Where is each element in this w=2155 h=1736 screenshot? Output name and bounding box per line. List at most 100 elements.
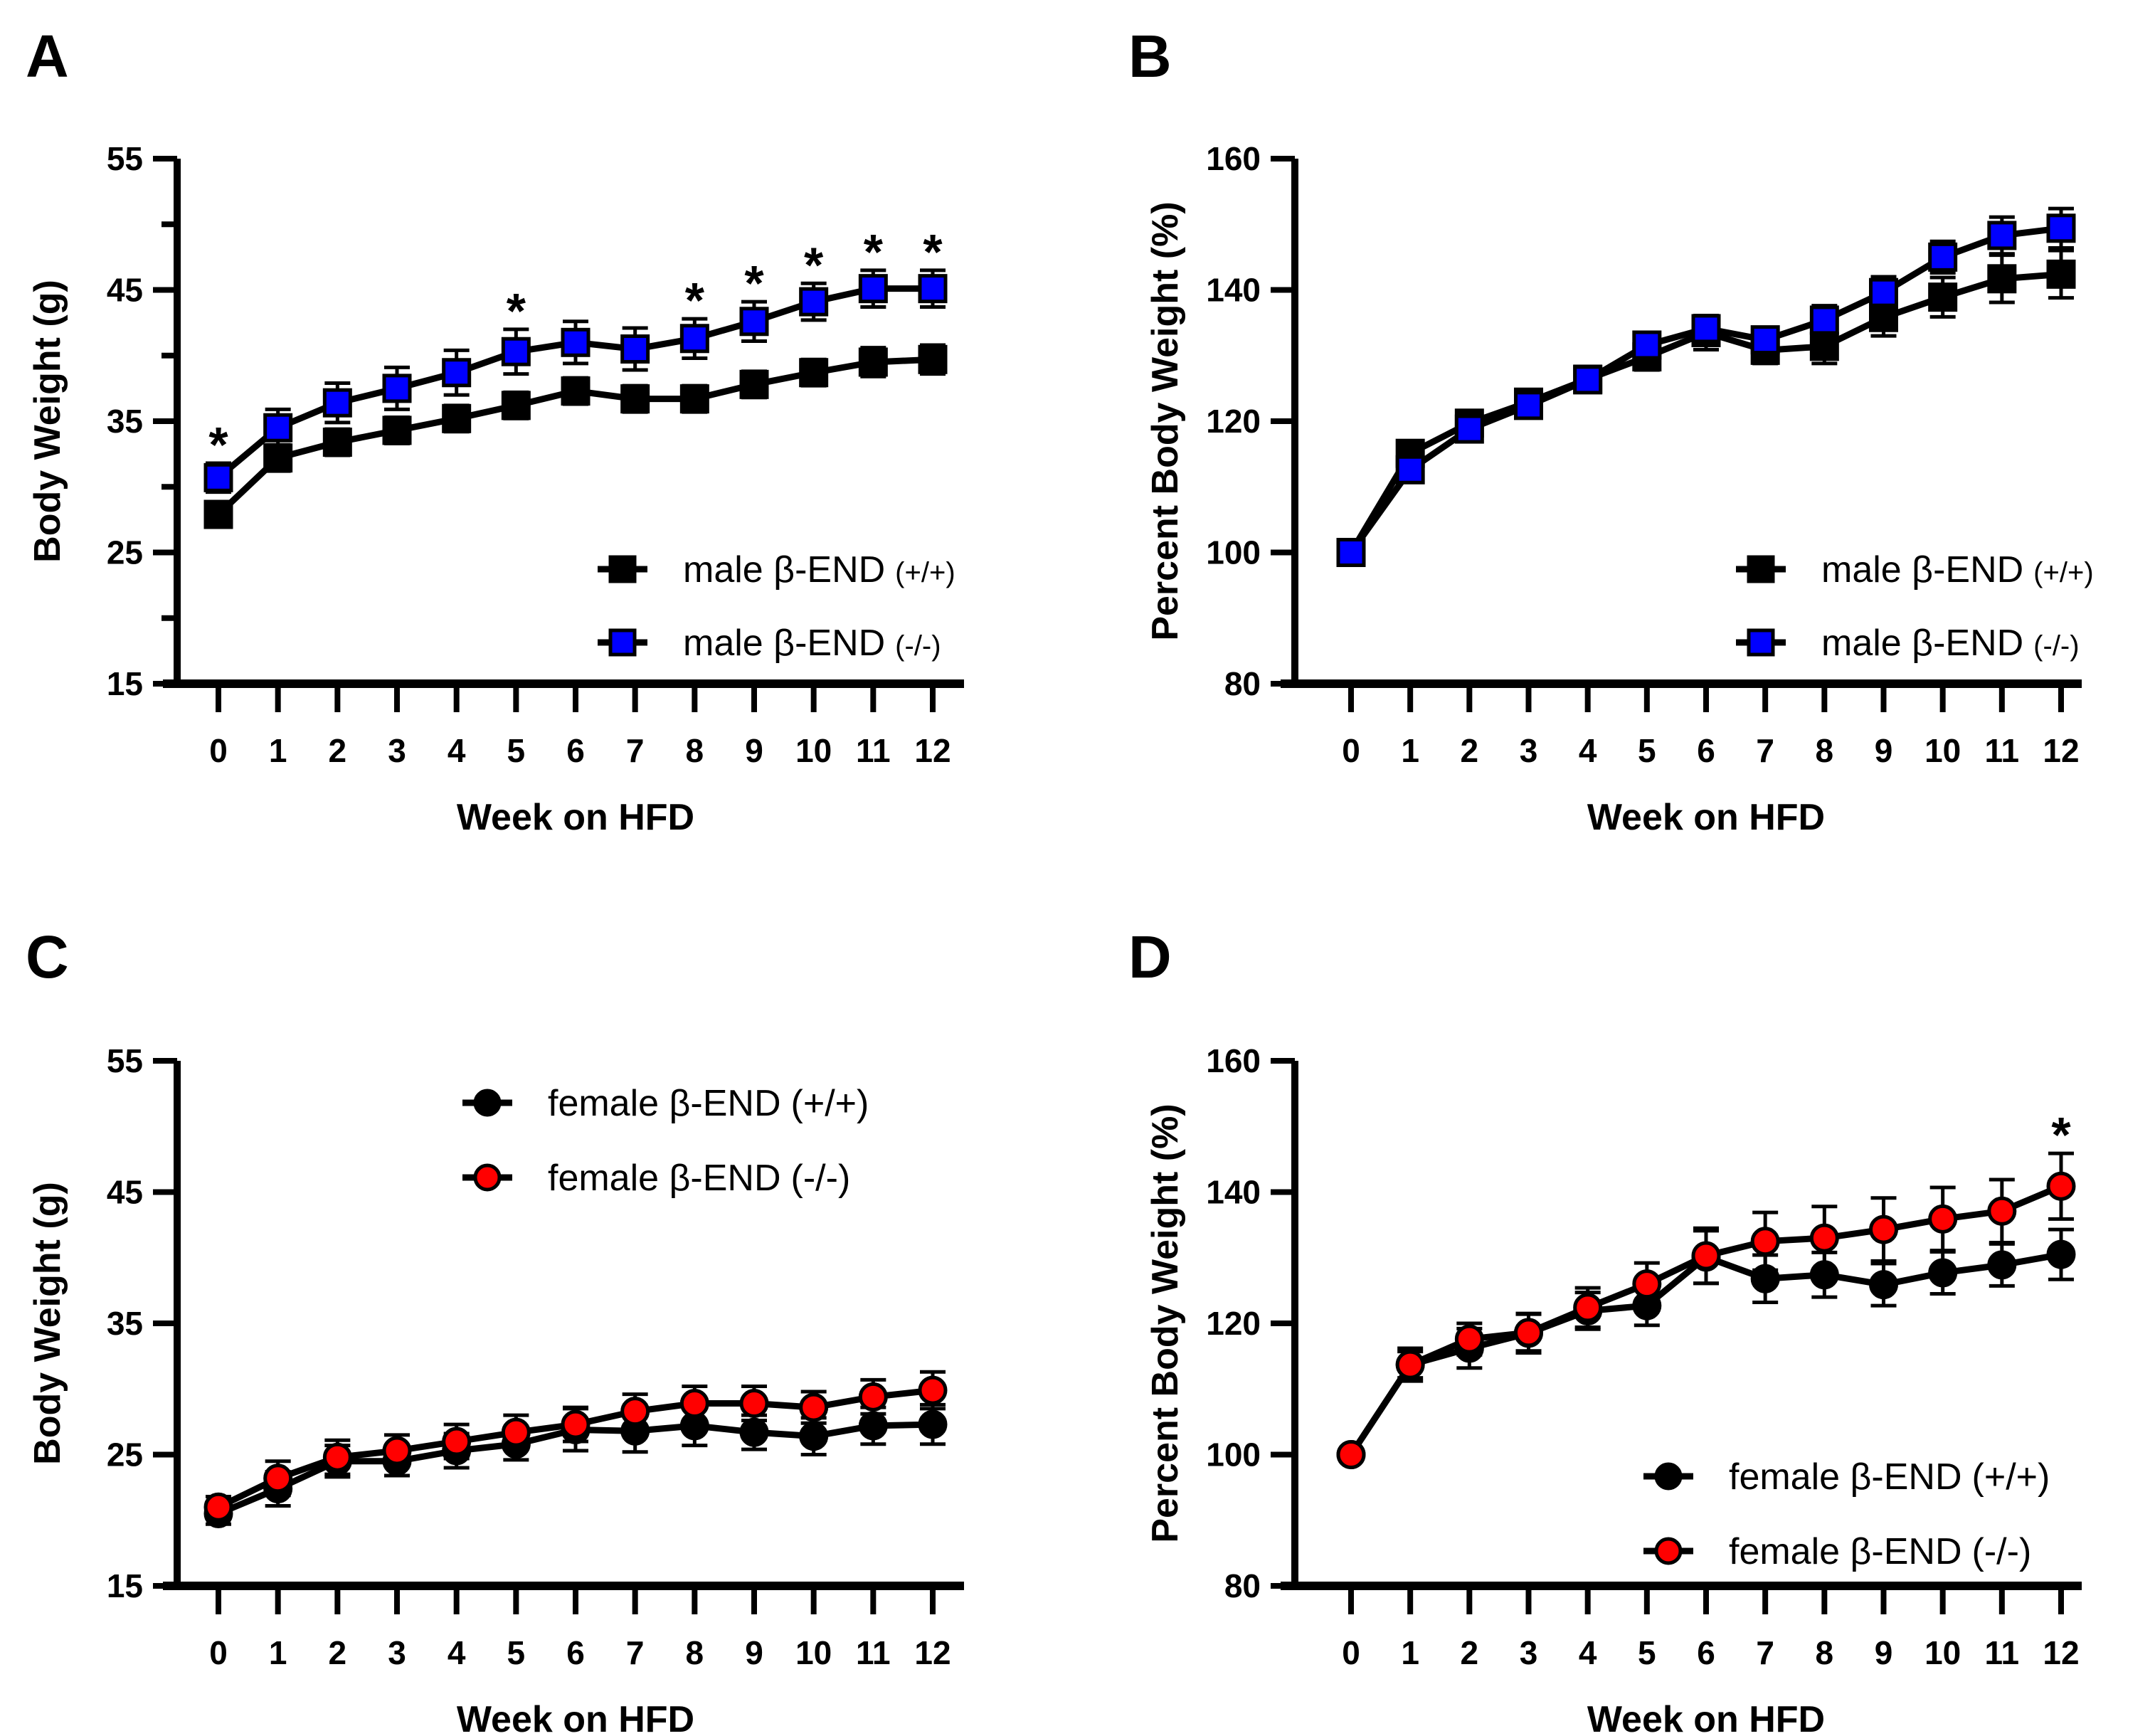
y-tick-label: 45 bbox=[107, 272, 143, 309]
data-point bbox=[858, 1411, 888, 1441]
data-point bbox=[679, 384, 709, 414]
legend-marker bbox=[1654, 1537, 1683, 1565]
y-tick-label: 80 bbox=[1224, 665, 1261, 702]
panel-letter-c: C bbox=[26, 923, 69, 990]
y-tick-label: 120 bbox=[1206, 403, 1261, 440]
data-point bbox=[858, 274, 888, 304]
y-tick-label: 15 bbox=[107, 1567, 143, 1604]
x-tick-label: 5 bbox=[507, 732, 526, 769]
data-point bbox=[1454, 414, 1484, 444]
data-point bbox=[1928, 282, 1958, 312]
y-tick-label: 15 bbox=[107, 665, 143, 702]
y-axis-title: Percent Body Weight (%) bbox=[1145, 201, 1186, 640]
data-point bbox=[799, 1392, 829, 1422]
x-tick-label: 0 bbox=[1342, 1634, 1360, 1671]
x-tick-label: 0 bbox=[209, 732, 228, 769]
data-point bbox=[1750, 1227, 1780, 1256]
significance-star: * bbox=[507, 283, 526, 339]
x-axis-title: Week on HFD bbox=[1587, 797, 1825, 838]
data-point bbox=[2046, 213, 2076, 243]
data-point bbox=[501, 337, 531, 366]
x-tick-label: 9 bbox=[745, 732, 763, 769]
data-point bbox=[858, 347, 888, 377]
y-tick-label: 25 bbox=[107, 1436, 143, 1473]
data-point bbox=[1632, 1269, 1662, 1299]
data-point bbox=[322, 388, 352, 418]
legend-marker bbox=[1747, 555, 1775, 583]
data-point bbox=[382, 1436, 412, 1466]
legend-suffix: (-/-) bbox=[1972, 1531, 2032, 1572]
legend-name: male β-END bbox=[1821, 623, 2023, 664]
x-tick-label: 1 bbox=[269, 1634, 287, 1671]
legend-marker bbox=[1747, 628, 1775, 657]
y-tick-label: 100 bbox=[1206, 1436, 1261, 1473]
legend-label: female β-END (-/-) bbox=[548, 1158, 850, 1199]
y-tick-label: 80 bbox=[1224, 1567, 1261, 1604]
x-tick-label: 5 bbox=[1638, 732, 1656, 769]
x-tick-label: 4 bbox=[1579, 732, 1597, 769]
x-tick-label: 7 bbox=[1756, 732, 1774, 769]
data-point bbox=[918, 344, 948, 374]
data-point bbox=[1454, 1324, 1484, 1354]
legend-marker bbox=[473, 1089, 502, 1117]
legend-name: female β-END bbox=[1729, 1531, 1962, 1572]
legend-label: female β-END (+/+) bbox=[1729, 1456, 2050, 1498]
series-1 bbox=[1336, 206, 2076, 567]
legend-item: female β-END (-/-) bbox=[462, 1158, 850, 1199]
data-point bbox=[1869, 1214, 1898, 1244]
panel-letter-a: A bbox=[26, 23, 69, 90]
significance-star: * bbox=[923, 224, 943, 280]
x-tick-label: 6 bbox=[566, 732, 585, 769]
x-tick-label: 0 bbox=[209, 1634, 228, 1671]
legend-suffix: (-/-) bbox=[2033, 630, 2079, 662]
y-tick-label: 55 bbox=[107, 140, 143, 177]
y-tick-label: 35 bbox=[107, 403, 143, 440]
data-point bbox=[1869, 277, 1898, 307]
data-point bbox=[918, 1409, 948, 1439]
x-axis-title: Week on HFD bbox=[1587, 1699, 1825, 1736]
data-point bbox=[442, 403, 472, 433]
significance-star: * bbox=[2051, 1107, 2071, 1163]
x-tick-label: 6 bbox=[566, 1634, 585, 1671]
data-point bbox=[2046, 1171, 2076, 1201]
x-tick-label: 1 bbox=[1401, 1634, 1419, 1671]
x-tick-label: 3 bbox=[388, 732, 406, 769]
legend-item: male β-END (+/+) bbox=[598, 549, 955, 591]
legend-item: female β-END (+/+) bbox=[1643, 1456, 2050, 1498]
x-tick-label: 10 bbox=[1924, 1634, 1961, 1671]
x-tick-label: 3 bbox=[1520, 1634, 1538, 1671]
data-point bbox=[1869, 1270, 1898, 1300]
x-tick-label: 2 bbox=[329, 732, 347, 769]
data-point bbox=[1809, 1223, 1839, 1253]
x-tick-label: 8 bbox=[1816, 732, 1834, 769]
data-point bbox=[263, 413, 293, 443]
x-tick-label: 11 bbox=[1985, 732, 2020, 769]
x-tick-label: 12 bbox=[2043, 732, 2079, 769]
data-point bbox=[1573, 1293, 1603, 1323]
x-tick-label: 1 bbox=[269, 732, 287, 769]
x-tick-label: 8 bbox=[686, 1634, 704, 1671]
data-point bbox=[1750, 325, 1780, 355]
data-point bbox=[1809, 305, 1839, 335]
data-point bbox=[799, 1422, 829, 1451]
legend-marker bbox=[608, 628, 637, 657]
y-tick-label: 55 bbox=[107, 1042, 143, 1079]
data-point bbox=[1928, 1258, 1958, 1288]
data-point bbox=[1928, 1204, 1958, 1234]
x-tick-label: 3 bbox=[1520, 732, 1538, 769]
significance-star: * bbox=[685, 272, 705, 328]
significance-star: * bbox=[804, 237, 824, 292]
data-point bbox=[1395, 1350, 1425, 1380]
data-point bbox=[203, 1492, 233, 1522]
y-tick-label: 45 bbox=[107, 1174, 143, 1211]
data-point bbox=[1336, 1440, 1366, 1469]
legend-item: male β-END (-/-) bbox=[1736, 623, 2080, 664]
x-tick-label: 12 bbox=[914, 732, 951, 769]
data-point bbox=[620, 334, 650, 364]
data-point bbox=[561, 376, 591, 406]
